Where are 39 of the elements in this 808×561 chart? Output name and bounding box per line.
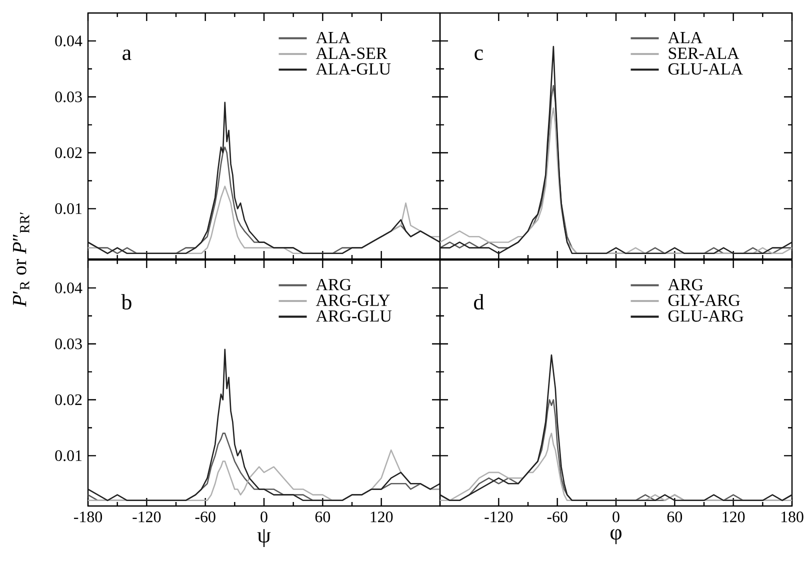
- legend-label: GLU-ARG: [668, 310, 744, 322]
- legend-label: ALA: [316, 32, 350, 44]
- legend-label: ARG-GLY: [316, 294, 390, 306]
- x-tick-label: -60: [547, 512, 568, 522]
- x-tick-label: 180: [781, 512, 804, 522]
- y-tick-label: 0.03: [55, 91, 82, 102]
- y-tick-label: 0.01: [55, 450, 82, 462]
- y-tick-label: 0.03: [55, 338, 82, 350]
- annotation: a: [122, 50, 132, 60]
- legend-label: ARG-GLU: [316, 310, 392, 322]
- legend-label: GLY-ARG: [668, 294, 740, 306]
- annotation: b: [121, 294, 132, 310]
- annotation: d: [474, 294, 484, 310]
- y-tick-label: 0.02: [55, 394, 82, 406]
- legend-label: GLU-ALA: [668, 63, 743, 75]
- y-tick-label: 0.04: [55, 36, 82, 46]
- x-tick-label: -120: [132, 512, 161, 522]
- y-tick-label: 0.04: [55, 282, 82, 294]
- x-tick-label: -120: [484, 512, 513, 522]
- legend-label: SER-ALA: [668, 48, 740, 59]
- y-tick-label: 0.02: [55, 147, 82, 158]
- x-tick-label: 60: [667, 512, 682, 522]
- y-tick-label: 0.01: [55, 203, 82, 214]
- x-tick-label: 120: [722, 512, 745, 522]
- legend-label: ALA-GLU: [316, 63, 391, 75]
- x-tick-label: 0: [612, 512, 620, 522]
- x-axis-title: ψ: [257, 529, 271, 547]
- x-tick-label: 60: [315, 512, 330, 522]
- legend-label: ALA: [668, 32, 702, 44]
- legend-label: ARG: [316, 278, 351, 290]
- x-tick-label: 0: [260, 512, 268, 522]
- x-tick-label: -180: [74, 512, 102, 522]
- x-axis-title: φ: [610, 529, 622, 544]
- annotation: c: [474, 50, 483, 60]
- x-tick-label: -60: [195, 512, 216, 522]
- x-tick-label: 120: [370, 512, 393, 522]
- y-axis-title: P′$_{R}$ or P″$_{RR′}$: [13, 212, 30, 307]
- legend-label: ALA-SER: [316, 48, 388, 59]
- legend-label: ARG: [668, 278, 703, 290]
